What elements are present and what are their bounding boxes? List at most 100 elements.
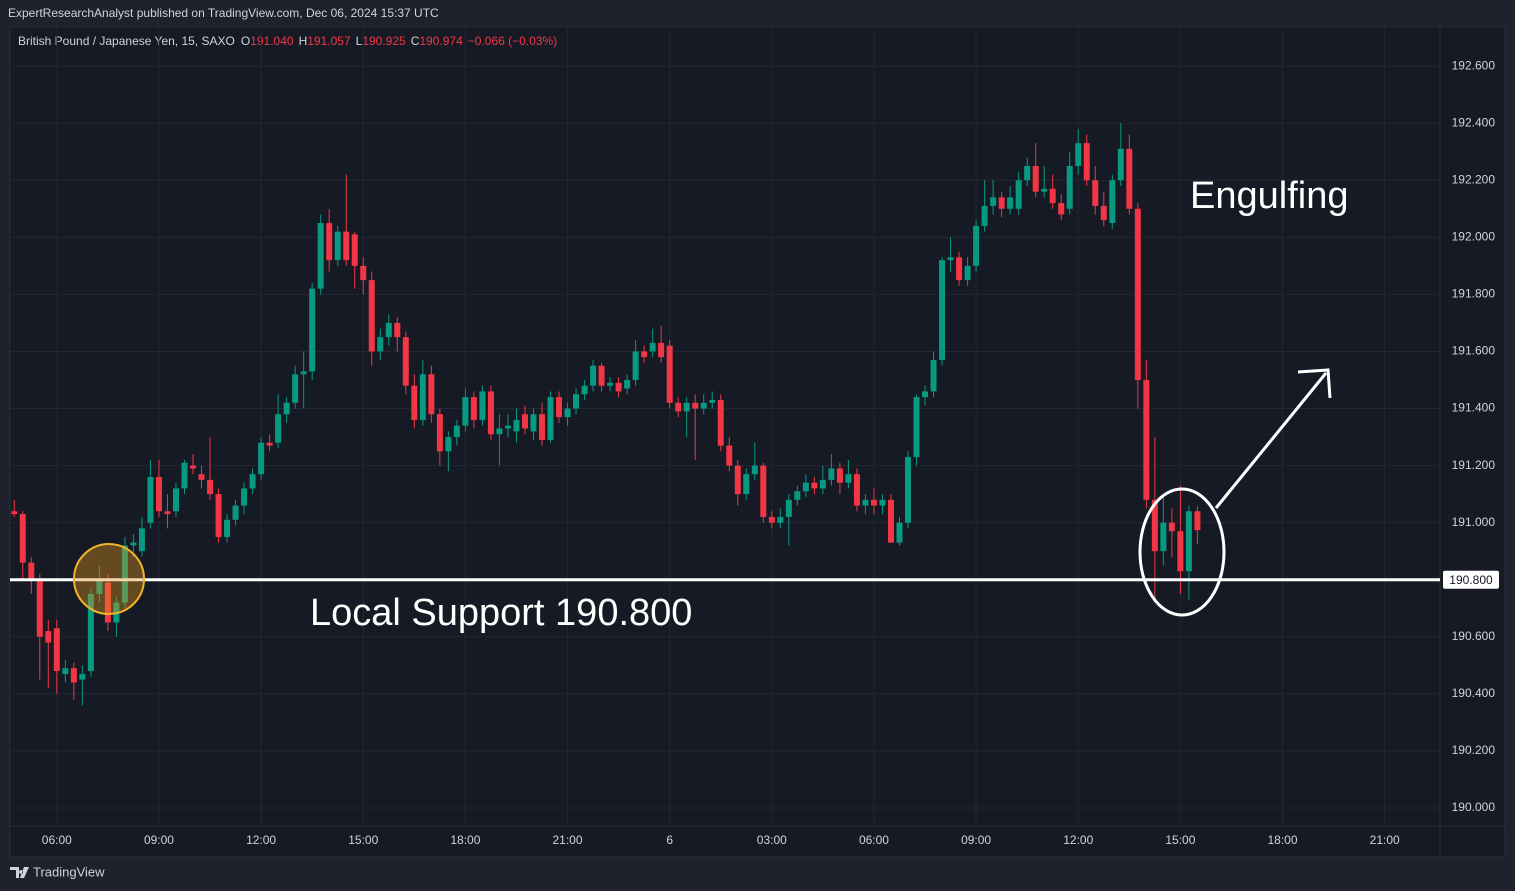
candle-body xyxy=(1151,499,1158,552)
y-tick-label: 191.600 xyxy=(1452,344,1496,358)
candle-body xyxy=(1194,511,1201,531)
ohlc-value: 191.057 xyxy=(307,34,351,48)
candle-body xyxy=(1041,188,1048,192)
candle-body xyxy=(266,442,273,446)
candle-body xyxy=(1075,143,1082,166)
candle-body xyxy=(181,462,188,489)
candle-body xyxy=(402,337,409,386)
candle-body xyxy=(828,468,835,480)
y-tick-label: 192.000 xyxy=(1452,229,1496,243)
candle-body xyxy=(785,499,792,517)
candle-body xyxy=(275,414,282,443)
brand: TradingView xyxy=(33,864,105,879)
candle-body xyxy=(130,542,137,546)
candle-body xyxy=(658,342,665,358)
x-tick-label: 21:00 xyxy=(553,833,583,847)
candle-body xyxy=(11,511,18,515)
candle-body xyxy=(896,522,903,543)
candle-body xyxy=(709,399,716,403)
ohlc-value: 190.974 xyxy=(419,34,463,48)
candle-body xyxy=(419,374,426,420)
candle-body xyxy=(351,234,358,266)
candle-body xyxy=(1168,522,1175,532)
ohlc-label: L xyxy=(356,34,363,48)
candle-body xyxy=(751,465,758,475)
candle-body xyxy=(726,445,733,466)
candle-body xyxy=(172,488,179,512)
y-tick-label: 191.000 xyxy=(1452,515,1496,529)
candle-body xyxy=(258,442,265,475)
ohlc-label: O xyxy=(241,34,250,48)
candle-body xyxy=(1058,203,1065,215)
candle-body xyxy=(70,668,77,683)
candle-body xyxy=(377,337,384,352)
candle-body xyxy=(930,360,937,392)
candle-body xyxy=(998,197,1005,209)
candle-body xyxy=(121,545,128,603)
published-by: ExpertResearchAnalyst published on Tradi… xyxy=(8,6,439,20)
candle-body xyxy=(1117,148,1124,181)
ohlc-label: C xyxy=(411,34,420,48)
candle-body xyxy=(215,494,222,537)
x-tick-label: 6 xyxy=(666,833,673,847)
candle-body xyxy=(62,668,69,674)
y-tick-label: 190.200 xyxy=(1452,743,1496,757)
candle-body xyxy=(462,397,469,426)
candle-body xyxy=(470,397,477,420)
x-tick-label: 18:00 xyxy=(1268,833,1298,847)
candle-body xyxy=(453,425,460,438)
candle-body xyxy=(300,371,307,375)
candle-body xyxy=(36,579,43,637)
candle-body xyxy=(309,288,316,372)
y-tick-label: 191.800 xyxy=(1452,287,1496,301)
candle-body xyxy=(922,391,929,398)
change: −0.066 (−0.03%) xyxy=(468,34,557,48)
candle-body xyxy=(538,414,545,440)
candle-body xyxy=(326,223,333,261)
arrow-shaft xyxy=(1214,372,1328,509)
x-tick-label: 18:00 xyxy=(450,833,480,847)
candle-body xyxy=(632,351,639,380)
candle-body xyxy=(521,414,528,429)
candle-body xyxy=(836,468,843,483)
y-tick-label: 192.600 xyxy=(1452,58,1496,72)
candle-body xyxy=(1160,522,1167,552)
candle-body xyxy=(734,465,741,495)
candle-body xyxy=(513,419,520,432)
candle-body xyxy=(641,351,648,358)
candle-body xyxy=(1143,379,1150,500)
x-tick-label: 09:00 xyxy=(961,833,991,847)
candle-body xyxy=(385,322,392,338)
ohlc-value: 190.925 xyxy=(362,34,406,48)
candle-body xyxy=(249,474,256,489)
candle-body xyxy=(224,519,231,537)
highlight-ellipse xyxy=(1138,487,1226,617)
candle-body xyxy=(198,474,205,480)
candle-body xyxy=(138,528,145,552)
candle-body xyxy=(496,428,503,435)
candle-body xyxy=(887,499,894,543)
candle-body xyxy=(564,408,571,418)
candle-body xyxy=(360,265,367,281)
candle-body xyxy=(547,397,554,440)
candle-body xyxy=(487,391,494,435)
candle-body xyxy=(581,385,588,395)
candle-body xyxy=(1015,180,1022,209)
candle-body xyxy=(411,385,418,420)
candle-body xyxy=(241,488,248,506)
candle-body xyxy=(317,223,324,289)
y-tick-label: 190.600 xyxy=(1452,629,1496,643)
candle-body xyxy=(556,397,563,418)
candle-body xyxy=(607,382,614,386)
symbol: British Pound / Japanese Yen, 15, SAXO xyxy=(18,34,235,48)
candle-body xyxy=(802,482,809,492)
candle-body xyxy=(675,402,682,412)
x-tick-label: 15:00 xyxy=(348,833,378,847)
ohlc-label: H xyxy=(299,34,308,48)
candle-body xyxy=(1109,180,1116,224)
candle-body xyxy=(343,231,350,261)
candle-body xyxy=(207,479,214,495)
candle-body xyxy=(964,265,971,281)
candle-body xyxy=(1092,180,1099,206)
